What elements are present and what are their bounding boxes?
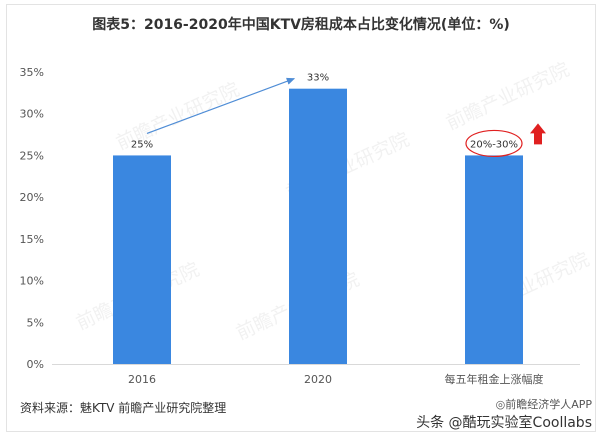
y-tick-label: 5%	[27, 316, 44, 329]
y-tick-label: 20%	[20, 191, 44, 204]
data-label: 20%-30%	[470, 139, 518, 150]
y-tick-label: 35%	[20, 66, 44, 79]
credit-line-1: ◎前瞻经济学人APP	[495, 398, 592, 411]
chart-title: 图表5：2016-2020年中国KTV房租成本占比变化情况(单位：%)	[92, 17, 510, 33]
chart-axis: 0% 5% 10% 15% 20% 25% 30% 35% 2016 2020 每五年租金上涨幅度	[20, 66, 580, 386]
data-label: 25%	[131, 139, 153, 150]
credit-line-2: 头条 @酷玩实验室Coollabs	[416, 415, 592, 431]
x-tick-label: 2016	[128, 373, 156, 386]
bar	[465, 155, 523, 364]
highlight-ellipse	[465, 129, 523, 158]
y-tick-label: 10%	[20, 275, 44, 288]
annotations	[146, 77, 546, 158]
credit: ◎前瞻经济学人APP 头条 @酷玩实验室Coollabs	[402, 396, 592, 432]
trend-arrow	[146, 77, 296, 134]
y-tick-label: 25%	[20, 149, 44, 162]
bar	[289, 88, 347, 364]
up-arrow-icon	[530, 123, 546, 145]
chart-frame	[6, 4, 596, 432]
y-tick-label: 0%	[27, 358, 44, 371]
x-tick-label: 2020	[304, 373, 332, 386]
y-tick-label: 30%	[20, 108, 44, 121]
bars	[113, 88, 523, 364]
x-tick-label: 每五年租金上涨幅度	[445, 372, 544, 386]
bar	[113, 155, 171, 364]
watermark-text: 前瞻产业研究院	[443, 58, 573, 134]
data-labels: 25% 33% 20%-30%	[131, 73, 518, 151]
source-note: 资料来源：魅KTV 前瞻产业研究院整理	[20, 401, 227, 415]
data-label: 33%	[307, 73, 329, 84]
y-tick-label: 15%	[20, 233, 44, 246]
